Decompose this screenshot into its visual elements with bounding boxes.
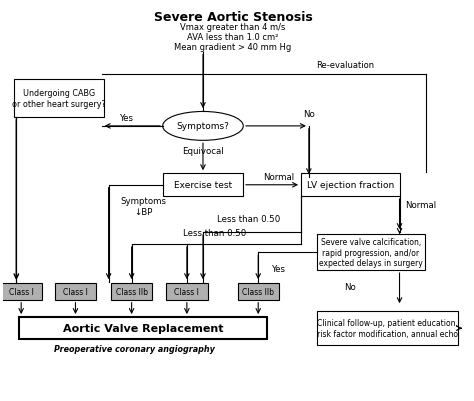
FancyBboxPatch shape (14, 80, 104, 117)
Text: Normal: Normal (406, 200, 437, 209)
Text: Aortic Valve Replacement: Aortic Valve Replacement (63, 323, 223, 333)
Text: Equivocal: Equivocal (182, 147, 224, 156)
Text: Class I: Class I (174, 287, 199, 296)
Text: Vmax greater than 4 m/s: Vmax greater than 4 m/s (180, 23, 286, 32)
Text: Class I: Class I (9, 287, 34, 296)
Text: No: No (303, 109, 315, 119)
Text: Class IIb: Class IIb (116, 287, 147, 296)
FancyBboxPatch shape (55, 283, 96, 300)
Text: Class IIb: Class IIb (242, 287, 274, 296)
Text: Mean gradient > 40 mm Hg: Mean gradient > 40 mm Hg (174, 43, 292, 52)
Ellipse shape (163, 112, 243, 141)
FancyBboxPatch shape (19, 317, 267, 339)
Text: Undergoing CABG
or other heart surgery?: Undergoing CABG or other heart surgery? (12, 89, 106, 108)
Text: Symptoms?: Symptoms? (176, 122, 229, 131)
FancyBboxPatch shape (317, 235, 425, 270)
Text: Symptoms
↓BP: Symptoms ↓BP (120, 197, 166, 216)
Text: Less than 0.50: Less than 0.50 (218, 214, 281, 223)
FancyBboxPatch shape (0, 283, 42, 300)
Text: Yes: Yes (120, 113, 134, 123)
Text: Class I: Class I (63, 287, 88, 296)
Text: Preoperative coronary angiography: Preoperative coronary angiography (54, 344, 214, 353)
Text: Severe Aortic Stenosis: Severe Aortic Stenosis (154, 11, 312, 24)
Text: LV ejection fraction: LV ejection fraction (307, 181, 394, 190)
Text: Clinical follow-up, patient education,
risk factor modification, annual echo: Clinical follow-up, patient education, r… (317, 319, 458, 338)
FancyBboxPatch shape (163, 174, 243, 197)
Text: No: No (345, 282, 356, 291)
Text: Severe valve calcification,
rapid progression, and/or
expected delays in surgery: Severe valve calcification, rapid progre… (319, 237, 423, 267)
FancyBboxPatch shape (318, 312, 458, 345)
Text: Re-evaluation: Re-evaluation (317, 61, 375, 70)
FancyBboxPatch shape (166, 283, 208, 300)
FancyBboxPatch shape (237, 283, 279, 300)
Text: Less than 0.50: Less than 0.50 (183, 228, 246, 237)
FancyBboxPatch shape (111, 283, 152, 300)
Text: Normal: Normal (264, 172, 294, 181)
FancyBboxPatch shape (301, 174, 400, 197)
Text: Yes: Yes (272, 264, 286, 273)
Text: Exercise test: Exercise test (174, 181, 232, 190)
Text: AVA less than 1.0 cm²: AVA less than 1.0 cm² (187, 32, 279, 42)
